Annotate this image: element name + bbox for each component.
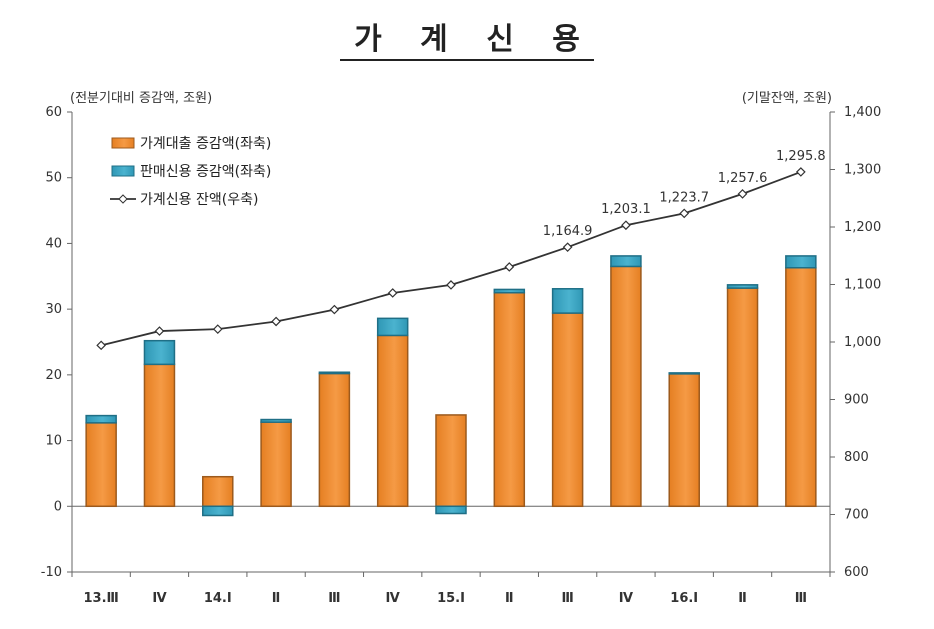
x-tick-label: Ⅳ xyxy=(619,591,634,606)
legend-swatch-loan xyxy=(111,137,135,149)
balance-point xyxy=(504,262,515,272)
sales-credit-bar xyxy=(435,505,467,515)
x-tick-label: Ⅱ xyxy=(505,591,514,606)
legend-label-balance: 가계신용 잔액(우축) xyxy=(140,192,258,208)
x-tick-label: Ⅲ xyxy=(561,591,573,606)
loan-bar xyxy=(260,421,292,508)
balance-point xyxy=(621,220,631,231)
left-tick-label: 0 xyxy=(54,499,62,514)
sales-credit-bar xyxy=(726,284,759,289)
balance-point xyxy=(562,242,573,253)
balance-data-label: 1,223.7 xyxy=(659,190,709,205)
loan-bar xyxy=(376,334,409,508)
chart-title-text: 가 계 신 용 xyxy=(340,22,594,61)
sales-credit-bar xyxy=(668,372,700,375)
balance-point xyxy=(679,208,690,219)
right-tick-label: 900 xyxy=(844,393,869,408)
legend-swatch-sales xyxy=(111,165,135,177)
loan-bar xyxy=(668,372,700,508)
left-tick-label: 50 xyxy=(45,171,62,186)
loan-bar xyxy=(493,291,526,508)
legend-label-loan: 가계대출 증감액(좌축) xyxy=(140,136,271,152)
right-tick-label: 800 xyxy=(844,450,869,465)
balance-data-label: 1,164.9 xyxy=(543,224,593,239)
balance-line: 1,164.9 1,203.1 1,223.7 1,257.6 1,295.8 xyxy=(96,149,826,351)
right-tick-label: 1,200 xyxy=(844,220,881,235)
sales-credit-bar xyxy=(202,505,234,517)
left-tick-label: -10 xyxy=(41,565,62,580)
sales-credit-bar xyxy=(551,288,584,314)
balance-point xyxy=(387,288,398,298)
right-tick-label: 1,100 xyxy=(844,278,881,293)
sales-credit-bar xyxy=(785,255,817,269)
loan-bar xyxy=(726,287,759,508)
x-tick-label: Ⅲ xyxy=(795,591,807,606)
legend-label-sales: 판매신용 증감액(좌축) xyxy=(140,164,271,180)
sales-credit-bar xyxy=(85,414,117,424)
legend-swatch-balance-marker xyxy=(118,194,128,204)
right-tick-label: 1,400 xyxy=(844,105,881,120)
balance-point xyxy=(96,340,107,351)
balance-point xyxy=(795,167,806,177)
left-tick-label: 30 xyxy=(45,302,62,317)
left-tick-label: 40 xyxy=(45,236,62,251)
loan-bar xyxy=(143,363,176,508)
x-tick-label: Ⅱ xyxy=(738,591,747,606)
loan-bar xyxy=(318,372,351,508)
sales-credit-bar xyxy=(143,339,176,366)
x-tick-label: Ⅲ xyxy=(328,591,340,606)
balance-data-label: 1,203.1 xyxy=(601,202,651,217)
right-axis-unit: (기말잔액, 조원) xyxy=(742,91,832,106)
x-tick-label: 15.Ⅰ xyxy=(437,591,465,606)
sales-credit-bar xyxy=(493,288,526,294)
right-tick-label: 1,000 xyxy=(844,335,881,350)
right-tick-label: 1,300 xyxy=(844,163,881,178)
bars xyxy=(85,255,817,517)
balance-point xyxy=(154,326,165,336)
loan-bar xyxy=(551,312,584,508)
legend: 가계대출 증감액(좌축) 판매신용 증감액(좌축) 가계신용 잔액(우축) xyxy=(110,136,271,208)
balance-point xyxy=(271,316,281,327)
sales-credit-bar xyxy=(260,418,292,423)
loan-bar xyxy=(85,422,117,508)
balance-point xyxy=(446,280,456,290)
sales-credit-bar xyxy=(318,371,351,375)
left-axis-unit: (전분기대비 증감액, 조원) xyxy=(70,91,212,106)
x-tick-label: Ⅳ xyxy=(386,591,401,606)
sales-credit-bar xyxy=(610,255,642,268)
sales-credit-bar xyxy=(376,317,409,337)
x-tick-label: 13.Ⅲ xyxy=(83,591,118,606)
loan-bar xyxy=(610,265,642,508)
loan-bar xyxy=(435,414,467,508)
balance-point xyxy=(737,189,748,199)
x-tick-label: 14.Ⅰ xyxy=(204,591,232,606)
chart-title: 가 계 신 용 xyxy=(0,14,934,61)
axes: (전분기대비 증감액, 조원) (기말잔액, 조원) 60 50 40 30 20 10 0 -1… xyxy=(41,91,881,606)
x-tick-label: Ⅱ xyxy=(272,591,281,606)
left-tick-label: 20 xyxy=(45,368,62,383)
balance-point xyxy=(329,304,340,315)
right-tick-label: 600 xyxy=(844,565,869,580)
balance-data-label: 1,295.8 xyxy=(776,149,826,164)
left-tick-label: 60 xyxy=(45,105,62,120)
loan-bar xyxy=(785,266,817,508)
loan-bar xyxy=(202,475,234,508)
x-tick-label: 16.Ⅰ xyxy=(670,591,698,606)
left-tick-label: 10 xyxy=(45,434,62,449)
balance-data-label: 1,257.6 xyxy=(718,171,768,186)
right-tick-label: 700 xyxy=(844,508,869,523)
balance-point xyxy=(212,324,223,334)
x-tick-label: Ⅳ xyxy=(152,591,167,606)
